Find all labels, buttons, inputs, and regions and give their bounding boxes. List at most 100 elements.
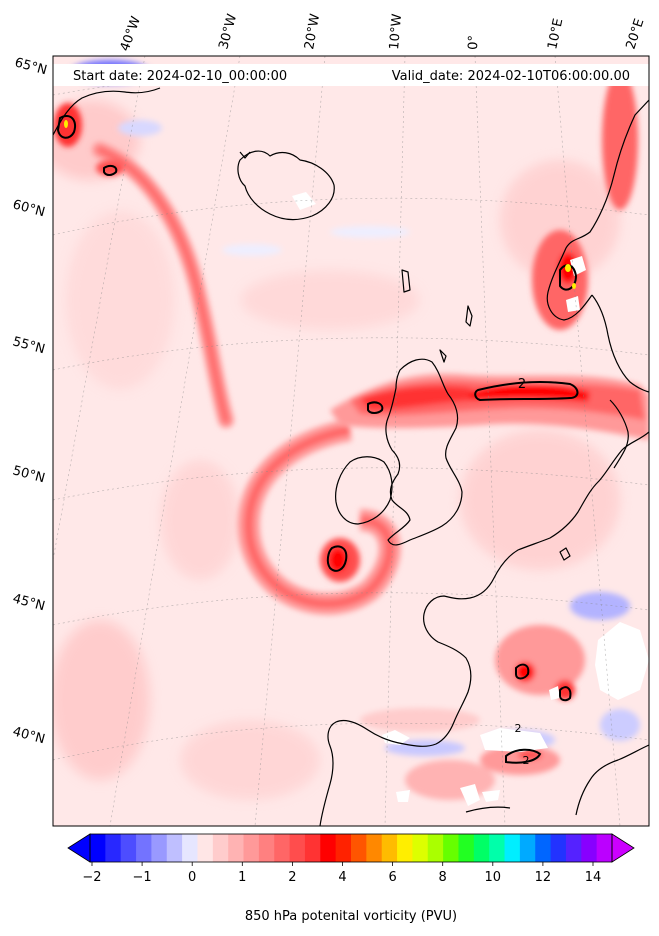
colorbar-tick-label: 1	[238, 870, 246, 885]
lon-label: 40°W	[118, 14, 144, 53]
map-panel: 2 2 2 Start date: 2024-02-10_00:00:00 Va…	[53, 56, 649, 826]
coastlines	[53, 87, 649, 826]
lat-label: 40°N	[11, 724, 47, 747]
colorbar-swatch	[581, 834, 598, 862]
colorbar-swatch	[90, 834, 106, 862]
lat-label: 65°N	[13, 55, 49, 78]
iceland-coast	[237, 150, 335, 221]
colorbar-swatch	[412, 834, 429, 862]
colorbar-swatch	[105, 834, 122, 862]
longitude-labels: 40°W 30°W 20°W 10°W 0° 10°E 20°E	[118, 12, 648, 53]
lon-label: 20°E	[624, 17, 648, 51]
lon-label: 20°W	[302, 13, 323, 51]
contour-mediterranean	[559, 686, 572, 702]
colorbar-swatch	[320, 834, 337, 862]
colorbar-swatch	[304, 834, 321, 862]
colorbar-swatch	[458, 834, 475, 862]
colorbar-tick-label: 2	[288, 870, 296, 885]
contour-highlights	[64, 120, 576, 289]
colorbar-swatch	[120, 834, 137, 862]
colorbar-swatch	[519, 834, 536, 862]
lat-label: 45°N	[11, 591, 47, 614]
great-britain-coast	[385, 358, 463, 546]
colorbar-swatch	[274, 834, 291, 862]
missing-data-patches	[292, 192, 649, 806]
colorbar-ticks: −2 −1 0 1 2 4 6 8 10 12 14	[82, 862, 601, 885]
europe-coast	[319, 431, 649, 826]
colorbar-swatch	[366, 834, 383, 862]
colorbar-swatch	[550, 834, 567, 862]
north-africa-coast	[465, 806, 511, 813]
colorbar-swatch	[596, 834, 613, 862]
colorbar-tick-label: −2	[82, 870, 101, 885]
colorbar-swatch	[443, 834, 459, 862]
colorbar-swatch	[397, 834, 413, 862]
colorbar-tick-label: 12	[535, 870, 552, 885]
contour-cyclone	[326, 545, 348, 572]
lon-label: 10°W	[387, 13, 405, 50]
colorbar-tick-label: 10	[485, 870, 502, 885]
colorbar-swatch	[197, 834, 214, 862]
graticule	[53, 56, 649, 826]
baltic-coast	[609, 399, 629, 469]
colorbar: −2 −1 0 1 2 4 6 8 10 12 14 850 hPa potenital vorti…	[67, 833, 635, 924]
colorbar-swatch	[243, 834, 260, 862]
colorbar-swatch	[535, 834, 552, 862]
contour-greenland	[56, 114, 76, 139]
lat-label: 55°N	[11, 334, 47, 357]
colorbar-tick-label: 14	[585, 870, 602, 885]
colorbar-swatch	[381, 834, 398, 862]
ireland-coast	[335, 456, 393, 525]
lon-label: 30°W	[216, 12, 240, 51]
colorbar-swatch	[151, 834, 168, 862]
map-frame	[52, 55, 650, 827]
header-band	[53, 64, 649, 86]
colorbar-swatch	[489, 834, 506, 862]
contour-iberia-2	[505, 748, 542, 764]
colorbar-swatch	[351, 834, 367, 862]
pv-field-light-areas	[53, 100, 620, 800]
colorbar-extend-high	[611, 833, 635, 863]
colorbar-tick-label: 6	[388, 870, 396, 885]
contour-label: 2	[515, 722, 522, 735]
colorbar-swatch	[166, 834, 183, 862]
colorbar-swatch	[565, 834, 582, 862]
colorbar-tick-label: 0	[188, 870, 196, 885]
colorbar-swatch	[182, 834, 198, 862]
contour-label: 2	[523, 754, 530, 767]
mediterranean-coast	[575, 744, 649, 816]
start-date-label: Start date: 2024-02-10_00:00:00	[73, 69, 287, 84]
latitude-labels: 65°N 60°N 55°N 50°N 45°N 40°N	[11, 55, 49, 747]
colorbar-swatch	[504, 834, 521, 862]
colorbar-swatch	[212, 834, 229, 862]
contour-iberia-1	[515, 663, 530, 680]
valid-date-label: Valid_date: 2024-02-10T06:00:00.00	[392, 69, 630, 84]
colorbar-swatch	[335, 834, 352, 862]
colorbar-tick-label: 8	[439, 870, 447, 885]
lon-label: 0°	[466, 35, 482, 50]
contour-label: 2	[518, 377, 526, 392]
lon-label: 10°E	[545, 17, 566, 51]
colorbar-label: 850 hPa potenital vorticity (PVU)	[245, 909, 457, 924]
colorbar-swatch	[228, 834, 245, 862]
lat-label: 50°N	[11, 463, 47, 486]
norway-coast	[546, 99, 649, 321]
pv-contours	[56, 114, 579, 764]
colorbar-swatch	[473, 834, 490, 862]
colorbar-swatch	[289, 834, 306, 862]
colorbar-swatches	[90, 834, 613, 862]
greenland-coast	[53, 87, 161, 136]
contour-irish-sea	[367, 401, 384, 414]
sweden-coast	[591, 294, 649, 393]
colorbar-outline	[89, 833, 613, 863]
colorbar-tick-label: −1	[133, 870, 152, 885]
colorbar-extend-low	[67, 833, 91, 863]
contour-iceland-south	[103, 164, 118, 176]
contour-north-sea	[474, 381, 579, 402]
colorbar-tick-label: 4	[338, 870, 346, 885]
lat-label: 60°N	[11, 197, 47, 220]
colorbar-swatch	[136, 834, 152, 862]
colorbar-swatch	[258, 834, 275, 862]
colorbar-swatch	[427, 834, 444, 862]
